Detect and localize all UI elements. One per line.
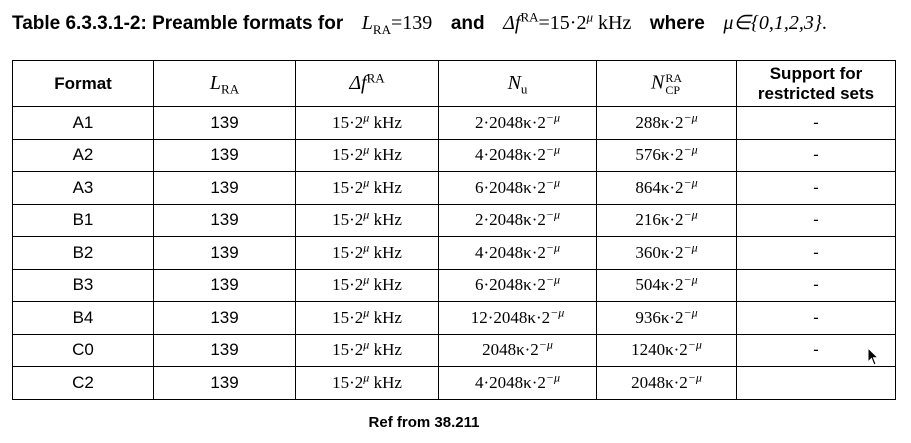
header-df-ra: ΔfRA xyxy=(295,60,439,107)
cell-subcarrier-spacing: 15·2μ kHz xyxy=(295,138,439,172)
cell-format: B2 xyxy=(12,236,154,270)
cell-ncp: 2048κ·2−μ xyxy=(596,366,737,400)
cell-format: C0 xyxy=(12,333,154,367)
table-row: B3 139 15·2μ kHz 6·2048κ·2−μ 504κ·2−μ - xyxy=(12,268,896,302)
table-caption: Table 6.3.3.1-2: Preamble formats for LR… xyxy=(12,8,902,39)
cell-subcarrier-spacing: 15·2μ kHz xyxy=(295,106,439,140)
cell-nu: 4·2048κ·2−μ xyxy=(438,138,597,172)
cell-subcarrier-spacing: 15·2μ kHz xyxy=(295,366,439,400)
cell-support: - xyxy=(736,301,896,335)
cell-format: A1 xyxy=(12,106,154,140)
cell-lra: 139 xyxy=(153,333,296,367)
cell-support: - xyxy=(736,268,896,302)
cell-format: C2 xyxy=(12,366,154,400)
cell-nu: 2048κ·2−μ xyxy=(438,333,597,367)
table-row: B1 139 15·2μ kHz 2·2048κ·2−μ 216κ·2−μ - xyxy=(12,203,896,237)
caption-set: μ∈{0,1,2,3} xyxy=(723,12,822,34)
cell-ncp: 576κ·2−μ xyxy=(596,138,737,172)
header-format: Format xyxy=(12,60,154,107)
caption-end: . xyxy=(821,12,827,34)
cell-lra: 139 xyxy=(153,236,296,270)
header-lra: LRA xyxy=(153,60,296,107)
cell-lra: 139 xyxy=(153,138,296,172)
cell-subcarrier-spacing: 15·2μ kHz xyxy=(295,203,439,237)
cell-subcarrier-spacing: 15·2μ kHz xyxy=(295,333,439,367)
header-support: Support for restricted sets xyxy=(736,60,896,107)
cell-lra: 139 xyxy=(153,203,296,237)
cell-format: A3 xyxy=(12,171,154,205)
caption-and: and xyxy=(450,13,485,34)
table-row: A2 139 15·2μ kHz 4·2048κ·2−μ 576κ·2−μ - xyxy=(12,138,896,172)
caption-lra: LRA=139 xyxy=(361,12,433,37)
cell-support: - xyxy=(736,106,896,140)
cell-format: B1 xyxy=(12,203,154,237)
header-ncp-ra: N RA CP xyxy=(596,60,737,107)
header-nu: Nu xyxy=(438,60,597,107)
cell-lra: 139 xyxy=(153,171,296,205)
caption-where: where xyxy=(649,13,705,34)
cell-support: - xyxy=(736,203,896,237)
cell-format: B4 xyxy=(12,301,154,335)
cell-nu: 2·2048κ·2−μ xyxy=(438,203,597,237)
table-header-row: Format LRA ΔfRA Nu N RA CP Support for rest… xyxy=(12,60,896,107)
cell-ncp: 1240κ·2−μ xyxy=(596,333,737,367)
cell-support: - xyxy=(736,236,896,270)
cell-ncp: 288κ·2−μ xyxy=(596,106,737,140)
cell-support xyxy=(736,366,896,400)
cell-ncp: 216κ·2−μ xyxy=(596,203,737,237)
cell-lra: 139 xyxy=(153,301,296,335)
cell-ncp: 936κ·2−μ xyxy=(596,301,737,335)
table-row: A3 139 15·2μ kHz 6·2048κ·2−μ 864κ·2−μ - xyxy=(12,171,896,205)
table-row: C2 139 15·2μ kHz 4·2048κ·2−μ 2048κ·2−μ xyxy=(12,366,896,400)
cell-ncp: 360κ·2−μ xyxy=(596,236,737,270)
cell-subcarrier-spacing: 15·2μ kHz xyxy=(295,171,439,205)
cell-subcarrier-spacing: 15·2μ kHz xyxy=(295,268,439,302)
preamble-formats-table: Format LRA ΔfRA Nu N RA CP Support for rest… xyxy=(12,60,896,400)
table-row: B4 139 15·2μ kHz 12·2048κ·2−μ 936κ·2−μ - xyxy=(12,301,896,335)
mouse-pointer-icon xyxy=(867,347,879,366)
table-row: A1 139 15·2μ kHz 2·2048κ·2−μ 288κ·2−μ - xyxy=(12,106,896,140)
cell-ncp: 864κ·2−μ xyxy=(596,171,737,205)
cell-nu: 4·2048κ·2−μ xyxy=(438,236,597,270)
cell-nu: 4·2048κ·2−μ xyxy=(438,366,597,400)
cell-subcarrier-spacing: 15·2μ kHz xyxy=(295,301,439,335)
cell-nu: 2·2048κ·2−μ xyxy=(438,106,597,140)
cell-lra: 139 xyxy=(153,106,296,140)
cell-nu: 6·2048κ·2−μ xyxy=(438,171,597,205)
cell-support: - xyxy=(736,138,896,172)
cell-format: B3 xyxy=(12,268,154,302)
cell-nu: 12·2048κ·2−μ xyxy=(438,301,597,335)
table-row: B2 139 15·2μ kHz 4·2048κ·2−μ 360κ·2−μ - xyxy=(12,236,896,270)
table-row: C0 139 15·2μ kHz 2048κ·2−μ 1240κ·2−μ - xyxy=(12,333,896,367)
cell-lra: 139 xyxy=(153,268,296,302)
cell-nu: 6·2048κ·2−μ xyxy=(438,268,597,302)
cell-ncp: 504κ·2−μ xyxy=(596,268,737,302)
cell-format: A2 xyxy=(12,138,154,172)
cell-support: - xyxy=(736,171,896,205)
caption-dfra: ΔfRA=15·2μ kHz xyxy=(503,9,632,34)
caption-prefix: Table 6.3.3.1-2: Preamble formats for xyxy=(12,13,344,34)
reference-note: Ref from 38.211 xyxy=(368,414,480,431)
cell-subcarrier-spacing: 15·2μ kHz xyxy=(295,236,439,270)
cell-lra: 139 xyxy=(153,366,296,400)
